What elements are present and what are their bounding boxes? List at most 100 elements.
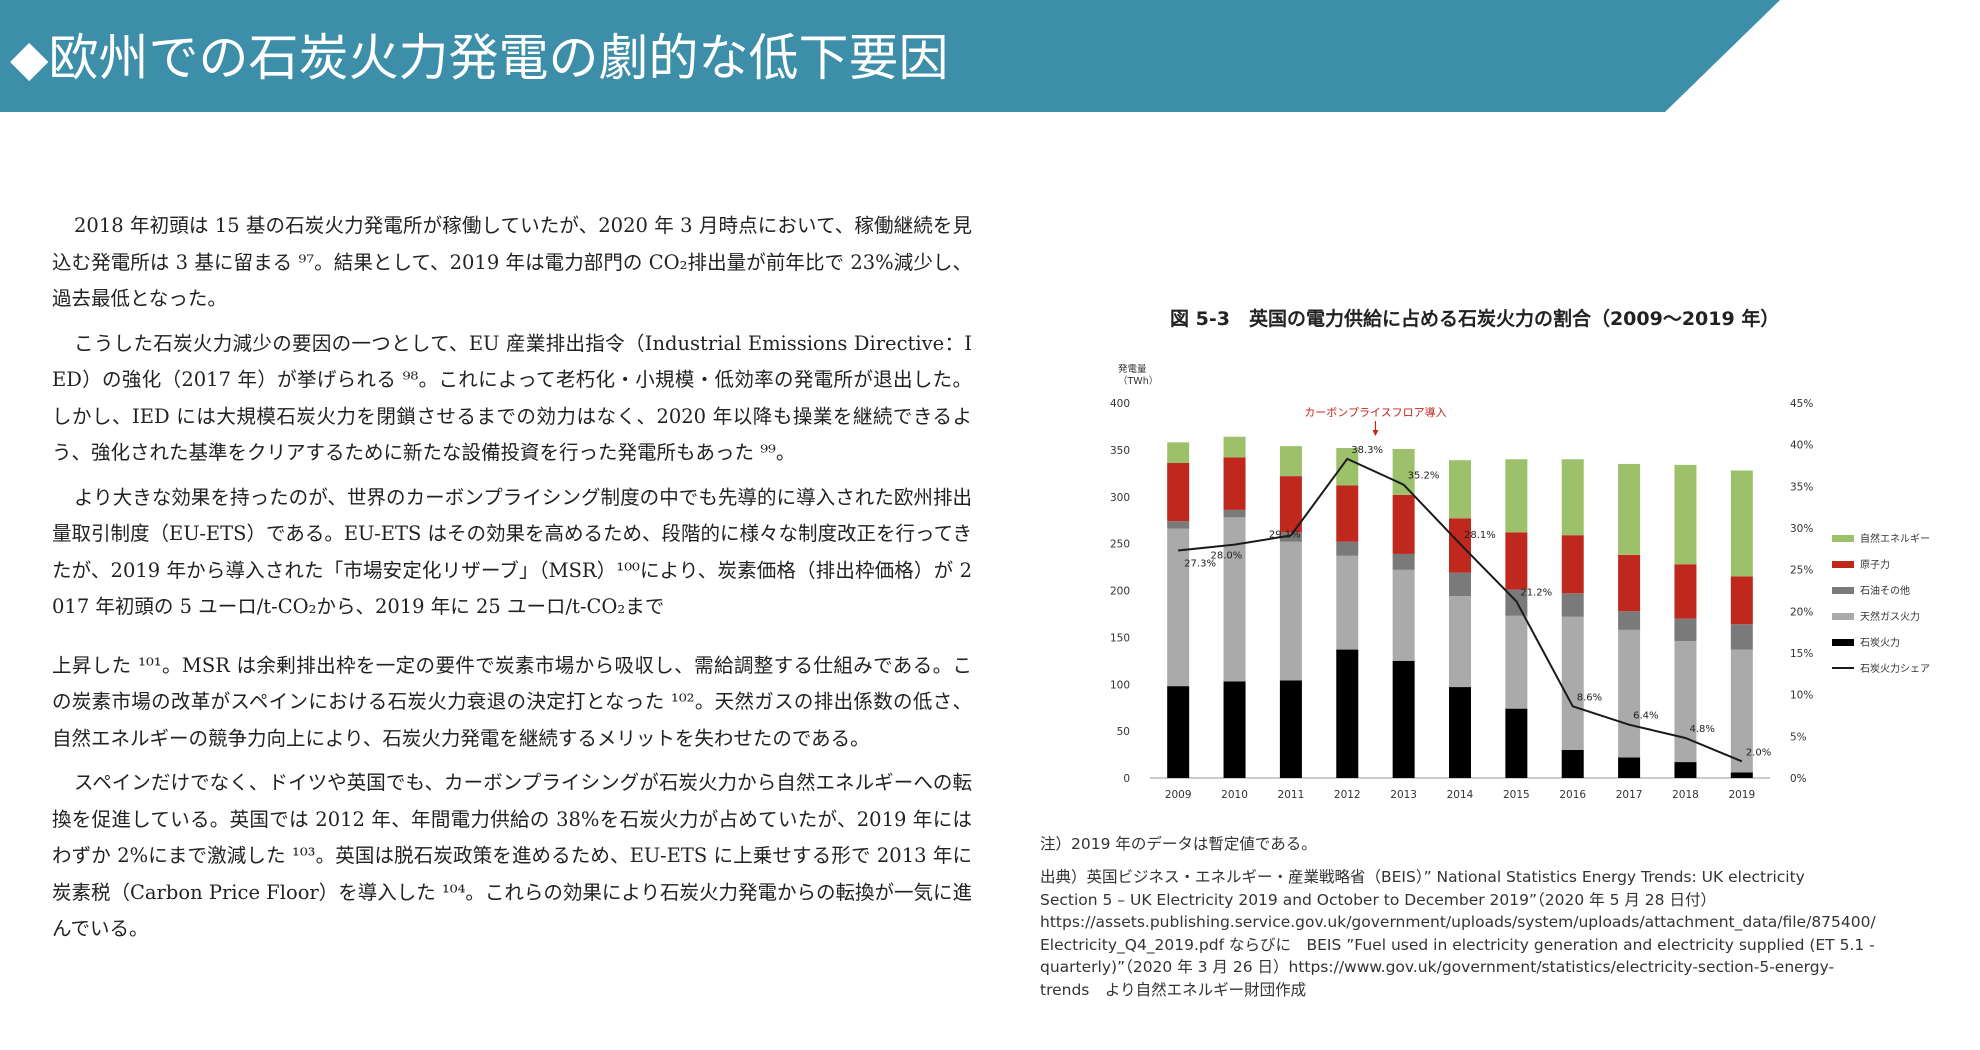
bar-segment (1561, 616, 1584, 750)
y-right-tick-label: 0% (1790, 773, 1807, 785)
bar-segment (1279, 476, 1302, 533)
y-right-tick-label: 35% (1790, 481, 1813, 493)
bar-segment (1392, 494, 1415, 554)
y-tick-label: 400 (1110, 398, 1130, 410)
bar-segment (1561, 459, 1584, 536)
bar-segment (1449, 518, 1471, 573)
bar-segment (1618, 463, 1641, 555)
chart-source: 出典）英国ビジネス・エネルギー・産業戦略省（BEIS）” National St… (1040, 866, 1970, 1001)
y-right-tick-label: 40% (1790, 440, 1813, 452)
y-right-tick-label: 20% (1790, 606, 1813, 618)
bar-segment (1730, 772, 1753, 778)
bar-segment (1674, 564, 1697, 619)
header-banner: ◆欧州での石炭火力発電の劇的な低下要因 (0, 0, 1980, 112)
legend-label: 石炭火力シェア (1860, 662, 1930, 675)
source-line: Electricity_Q4_2019.pdf ならびに BEIS ”Fuel … (1040, 935, 1875, 954)
data-label: 28.0% (1211, 551, 1243, 562)
paragraph: より大きな効果を持ったのが、世界のカーボンプライシング制度の中でも先導的に導入さ… (52, 485, 972, 619)
chart-note: 注）2019 年のデータは暫定値である。 (1040, 835, 1317, 853)
data-label: 38.3% (1351, 445, 1383, 456)
bar-segment (1279, 541, 1302, 681)
bar-segment (1674, 762, 1697, 778)
bar-segment (1674, 464, 1697, 565)
bar-segment (1336, 649, 1359, 778)
y-tick-label: 200 (1110, 586, 1130, 598)
y-tick-label: 300 (1110, 492, 1130, 504)
bar-segment (1223, 436, 1246, 458)
legend-swatch (1832, 587, 1854, 594)
bar-segment (1505, 459, 1528, 533)
source-line: quarterly)”（2020 年 3 月 26 日）https://www.… (1040, 958, 1835, 976)
y-axis-unit: （TWh） (1118, 375, 1158, 387)
y-axis-label: 発電量 (1118, 363, 1147, 375)
y-right-tick-label: 45% (1790, 398, 1813, 410)
y-right-tick-label: 10% (1790, 690, 1813, 702)
y-right-tick-label: 15% (1790, 648, 1813, 660)
bar-segment (1505, 615, 1528, 709)
source-line: 出典）英国ビジネス・エネルギー・産業戦略省（BEIS）” National St… (1040, 868, 1805, 886)
legend-label: 自然エネルギー (1860, 532, 1930, 545)
x-tick-label: 2018 (1672, 789, 1699, 801)
bar-segment (1279, 532, 1302, 542)
legend-label: 原子力 (1860, 558, 1890, 571)
legend-swatch (1832, 561, 1854, 568)
bar-segment (1561, 749, 1584, 778)
bar-segment (1561, 535, 1584, 594)
bar-segment (1449, 687, 1471, 778)
y-tick-label: 150 (1110, 632, 1130, 644)
paragraph: スペインだけでなく、ドイツや英国でも、カーボンプライシングが石炭火力から自然エネ… (52, 771, 973, 940)
bar-segment (1223, 509, 1246, 518)
legend-swatch (1832, 613, 1854, 620)
bar-segment (1223, 681, 1246, 778)
bar-segment (1167, 463, 1190, 522)
legend-label: 天然ガス火力 (1860, 610, 1920, 623)
data-label: 21.2% (1520, 587, 1552, 598)
bar-segment (1279, 446, 1302, 477)
data-label: 6.4% (1633, 711, 1658, 722)
bar-segment (1618, 611, 1641, 630)
annotation-arrowhead (1372, 430, 1379, 436)
legend-label: 石油その他 (1860, 584, 1910, 597)
data-label: 8.6% (1577, 692, 1602, 703)
bar-segment (1167, 442, 1190, 463)
bar-segment (1167, 521, 1190, 529)
source-line: Section 5 – UK Electricity 2019 and Octo… (1040, 890, 1716, 909)
bar-segment (1392, 569, 1415, 661)
y-tick-label: 0 (1123, 773, 1130, 785)
y-right-tick-label: 30% (1790, 523, 1813, 535)
data-label: 35.2% (1408, 471, 1440, 482)
bar-segment (1505, 708, 1528, 778)
x-tick-label: 2013 (1390, 789, 1417, 801)
x-tick-label: 2012 (1334, 789, 1361, 801)
bar-segment (1730, 624, 1753, 650)
x-tick-label: 2015 (1503, 789, 1530, 801)
bar-segment (1167, 686, 1190, 778)
bar-segment (1223, 517, 1246, 682)
paragraph: 2018 年初頭は 15 基の石炭火力発電所が稼働していたが、2020 年 3 … (52, 214, 972, 310)
paragraph: 上昇した ¹⁰¹。MSR は余剰排出枠を一定の要件で炭素市場から吸収し、需給調整… (52, 653, 972, 750)
data-label: 4.8% (1689, 724, 1714, 735)
y-tick-label: 50 (1117, 726, 1130, 738)
legend-swatch (1832, 639, 1854, 646)
legend-label: 石炭火力 (1860, 636, 1900, 649)
legend-swatch (1832, 535, 1854, 542)
data-label: 29.1% (1269, 530, 1301, 541)
y-tick-label: 100 (1110, 679, 1130, 691)
body-text: 2018 年初頭は 15 基の石炭火力発電所が稼働していたが、2020 年 3 … (52, 208, 972, 956)
bar-segment (1505, 532, 1528, 590)
x-tick-label: 2016 (1559, 789, 1586, 801)
bar-segment (1336, 555, 1359, 650)
bar-segment (1618, 629, 1641, 758)
x-tick-label: 2017 (1616, 789, 1643, 801)
paragraph: こうした石炭火力減少の要因の一つとして、EU 産業排出指令（Industrial… (52, 331, 972, 465)
x-tick-label: 2011 (1278, 789, 1305, 801)
page-title: ◆欧州での石炭火力発電の劇的な低下要因 (10, 29, 949, 87)
header-banner-shape (0, 0, 1780, 112)
data-label: 2.0% (1746, 747, 1771, 758)
bar-segment (1674, 618, 1697, 642)
bar-segment (1449, 572, 1471, 597)
y-right-tick-label: 5% (1790, 731, 1807, 743)
source-line: trends より自然エネルギー財団作成 (1040, 980, 1307, 999)
bar-segment (1730, 576, 1753, 625)
bar-segment (1618, 554, 1641, 612)
